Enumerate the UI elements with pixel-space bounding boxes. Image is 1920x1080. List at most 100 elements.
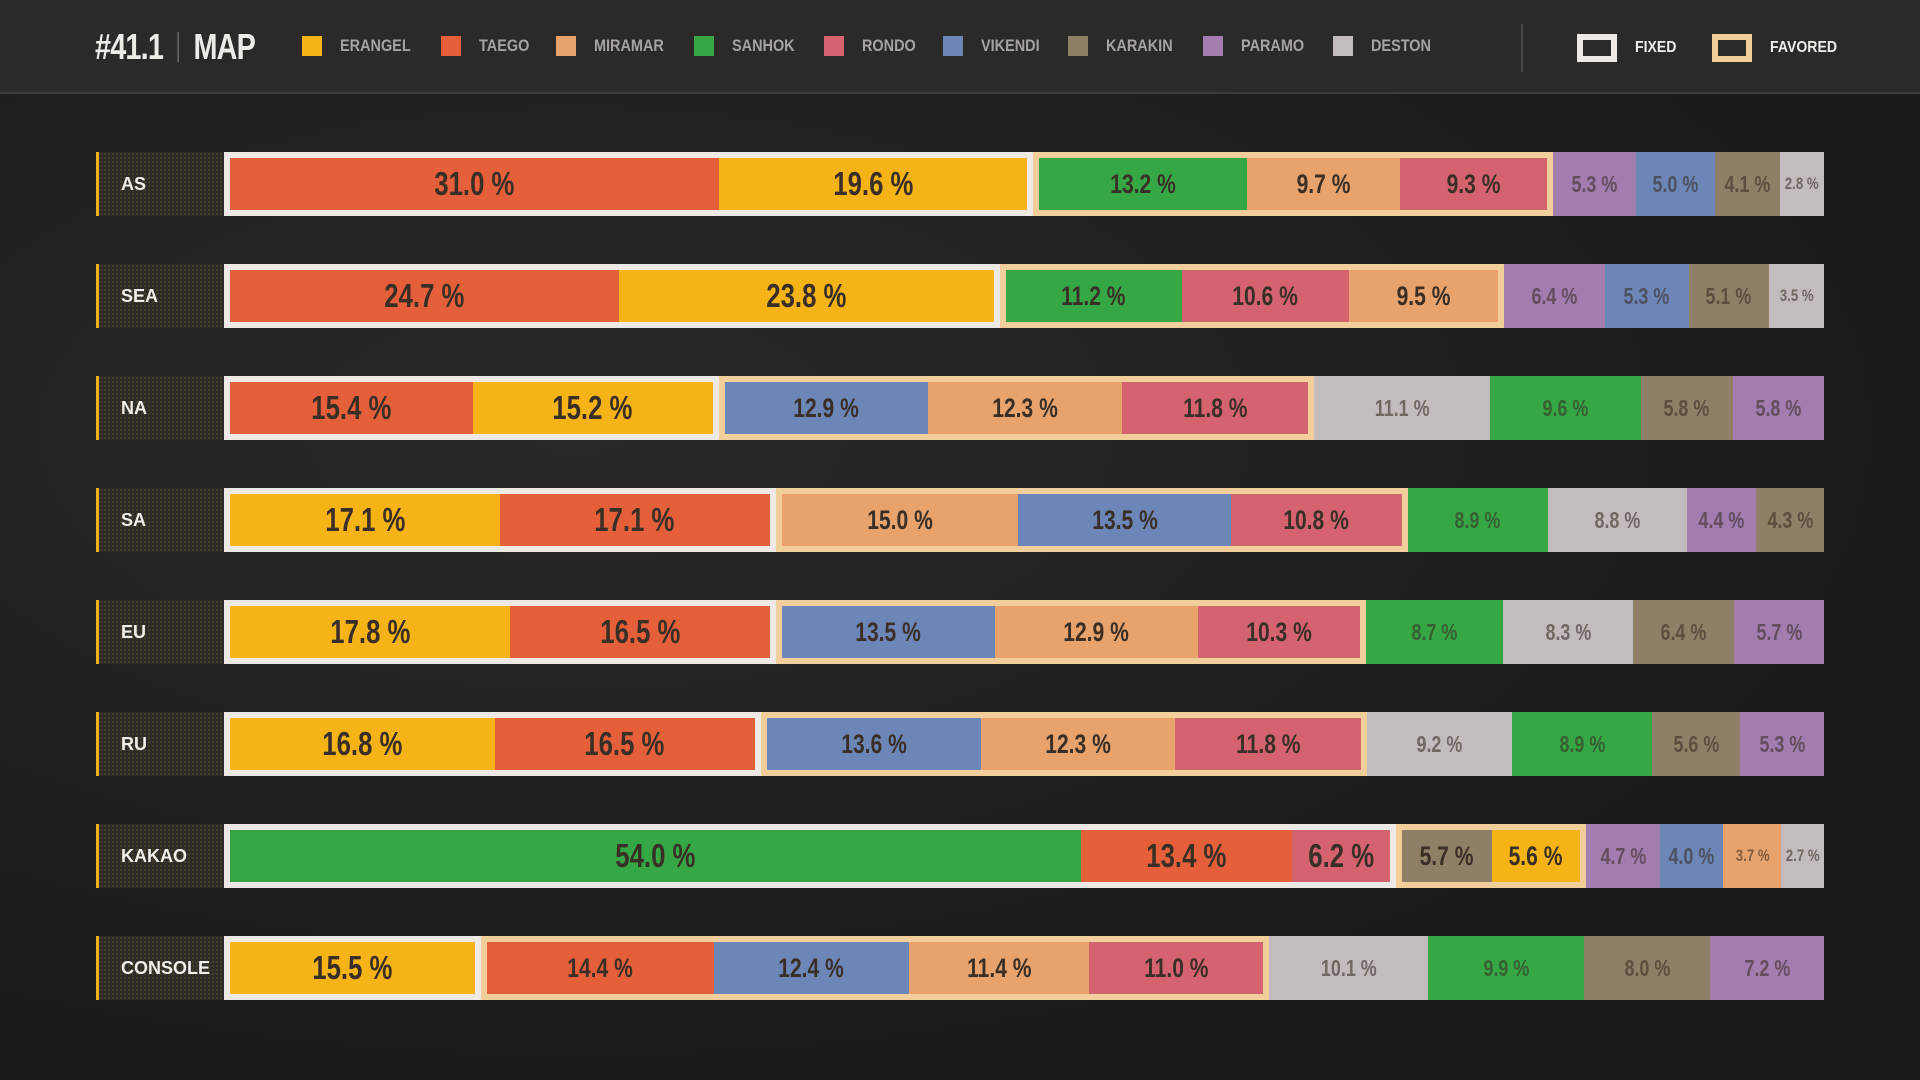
legend-label: PARAMO (1240, 36, 1304, 55)
data-label: 17.1 % (594, 501, 675, 538)
key-favored-label: FAVORED (1770, 39, 1838, 56)
legend-label: VIKENDI (981, 36, 1041, 55)
segment-erangel: 15.2 % (472, 382, 713, 434)
stacked-bar: 16.8 % 16.5 % 13.6 % 12.3 % 11.8 % 9.2 % 8.9 %… (224, 712, 1825, 776)
data-label: 8.8 % (1594, 506, 1641, 533)
legend-swatch (302, 36, 322, 56)
segment-deston: 3.5 % (1768, 264, 1824, 328)
data-label: 12.3 % (1045, 728, 1111, 759)
segment-paramo: 4.4 % (1686, 488, 1757, 552)
header: #41.1 MAP ERANGEL TAEGO MIRAMAR SANHOK RONDO… (0, 0, 1920, 94)
segment-rondo: 10.8 % (1231, 494, 1402, 546)
segment-sanhok: 54.0 % (230, 830, 1082, 882)
legend-swatch (943, 36, 964, 56)
data-label: 6.4 % (1531, 282, 1578, 309)
data-label: 16.5 % (584, 725, 665, 762)
data-label: 9.6 % (1542, 394, 1589, 421)
segment-deston: 2.8 % (1779, 152, 1824, 216)
data-label: 4.1 % (1724, 170, 1771, 197)
stacked-bar: 17.1 % 17.1 % 15.0 % 13.5 % 10.8 % 8.9 % 8.8 %… (224, 488, 1825, 552)
data-label: 5.0 % (1652, 170, 1699, 197)
data-label: 15.4 % (311, 389, 392, 426)
data-label: 8.9 % (1454, 506, 1501, 533)
favored-group: 13.5 % 12.9 % 10.3 % (776, 600, 1366, 664)
segment-karakin: 4.1 % (1715, 152, 1780, 216)
stacked-bar: 17.8 % 16.5 % 13.5 % 12.9 % 10.3 % 8.7 % 8.3 %… (224, 600, 1824, 664)
segment-taego: 16.5 % (494, 718, 755, 770)
segment-sanhok: 9.6 % (1489, 376, 1641, 440)
segment-vikendi: 13.5 % (1018, 494, 1232, 546)
segment-paramo: 5.7 % (1734, 600, 1824, 664)
rest-group: 6.4 % 5.3 % 5.1 % 3.5 % (1504, 264, 1824, 328)
fixed-group: 17.1 % 17.1 % (224, 488, 776, 552)
segment-rondo: 11.0 % (1089, 942, 1263, 994)
favored-box-icon (1712, 34, 1752, 62)
data-label: 8.3 % (1545, 618, 1592, 645)
segment-karakin: 5.8 % (1641, 376, 1733, 440)
legend-swatch (441, 36, 462, 56)
rest-group: 11.1 % 9.6 % 5.8 % 5.8 % (1314, 376, 1824, 440)
row-na: NA 15.4 % 15.2 % 12.9 % 12.3 % 11.8 % 11.1 % 9.… (96, 376, 1824, 440)
legend-label: SANHOK (732, 36, 796, 55)
favored-group: 5.7 % 5.6 % (1395, 824, 1587, 888)
data-label: 12.9 % (1063, 616, 1129, 647)
data-label: 2.8 % (1784, 174, 1819, 193)
favored-group: 13.6 % 12.3 % 11.8 % (760, 712, 1367, 776)
segment-miramar: 11.4 % (909, 942, 1090, 994)
data-label: 4.3 % (1767, 506, 1814, 533)
segment-paramo: 5.8 % (1732, 376, 1824, 440)
data-label: 12.3 % (992, 392, 1059, 423)
legend-swatch (1202, 36, 1223, 56)
data-label: 8.9 % (1559, 730, 1606, 757)
legend-item-rondo: RONDO (824, 36, 917, 56)
key-favored: FAVORED (1712, 34, 1846, 62)
segment-miramar: 12.9 % (994, 606, 1198, 658)
row-sea: SEA 24.7 % 23.8 % 11.2 % 10.6 % 9.5 % 6.4 % 5.3… (96, 264, 1824, 328)
segment-sanhok: 11.2 % (1005, 270, 1182, 322)
data-label: 5.3 % (1623, 282, 1670, 309)
data-label: 13.5 % (855, 616, 922, 647)
segment-rondo: 11.8 % (1122, 382, 1309, 434)
rest-group: 4.7 % 4.0 % 3.7 % 2.7 % (1586, 824, 1824, 888)
rest-group: 8.7 % 8.3 % 6.4 % 5.7 % (1365, 600, 1824, 664)
data-label: 4.4 % (1698, 506, 1745, 533)
region-label: EU (96, 600, 224, 664)
segment-taego: 14.4 % (486, 942, 714, 994)
segment-sanhok: 8.7 % (1365, 600, 1503, 664)
legend-label: TAEGO (479, 36, 530, 55)
segment-deston: 2.7 % (1781, 824, 1824, 888)
data-label: 4.7 % (1600, 842, 1646, 869)
data-label: 12.4 % (778, 952, 845, 983)
row-eu: EU 17.8 % 16.5 % 13.5 % 12.9 % 10.3 % 8.7 % 8.3… (96, 600, 1824, 664)
legend-label: DESTON (1371, 36, 1432, 55)
region-label: KAKAO (96, 824, 224, 888)
legend-label: RONDO (862, 36, 916, 55)
legend-divider (1521, 24, 1523, 72)
legend-item-vikendi: VIKENDI (943, 36, 1042, 56)
data-label: 5.7 % (1756, 618, 1803, 645)
legend-item-miramar: MIRAMAR (556, 36, 668, 56)
legend-label: ERANGEL (340, 36, 411, 55)
favored-group: 11.2 % 10.6 % 9.5 % (999, 264, 1505, 328)
segment-deston: 10.1 % (1268, 936, 1429, 1000)
segment-vikendi: 13.6 % (766, 718, 982, 770)
data-label: 54.0 % (615, 837, 696, 874)
segment-taego: 13.4 % (1081, 830, 1293, 882)
fixed-group: 54.0 % 13.4 % 6.2 % (224, 824, 1396, 888)
key-fixed: FIXED (1577, 34, 1682, 62)
data-label: 11.0 % (1143, 952, 1209, 983)
legend-item-taego: TAEGO (441, 36, 530, 56)
data-label: 5.3 % (1759, 730, 1806, 757)
segment-sanhok: 9.9 % (1428, 936, 1585, 1000)
segment-vikendi: 12.4 % (713, 942, 910, 994)
segment-miramar: 3.7 % (1723, 824, 1782, 888)
rest-group: 9.2 % 8.9 % 5.6 % 5.3 % (1366, 712, 1825, 776)
data-label: 7.2 % (1744, 954, 1791, 981)
title-divider (177, 32, 180, 62)
data-label: 9.7 % (1296, 168, 1351, 199)
data-label: 3.5 % (1779, 286, 1814, 305)
fixed-box-icon (1577, 34, 1617, 62)
segment-paramo: 5.3 % (1552, 152, 1637, 216)
data-label: 24.7 % (384, 277, 465, 314)
region-label: SEA (96, 264, 224, 328)
